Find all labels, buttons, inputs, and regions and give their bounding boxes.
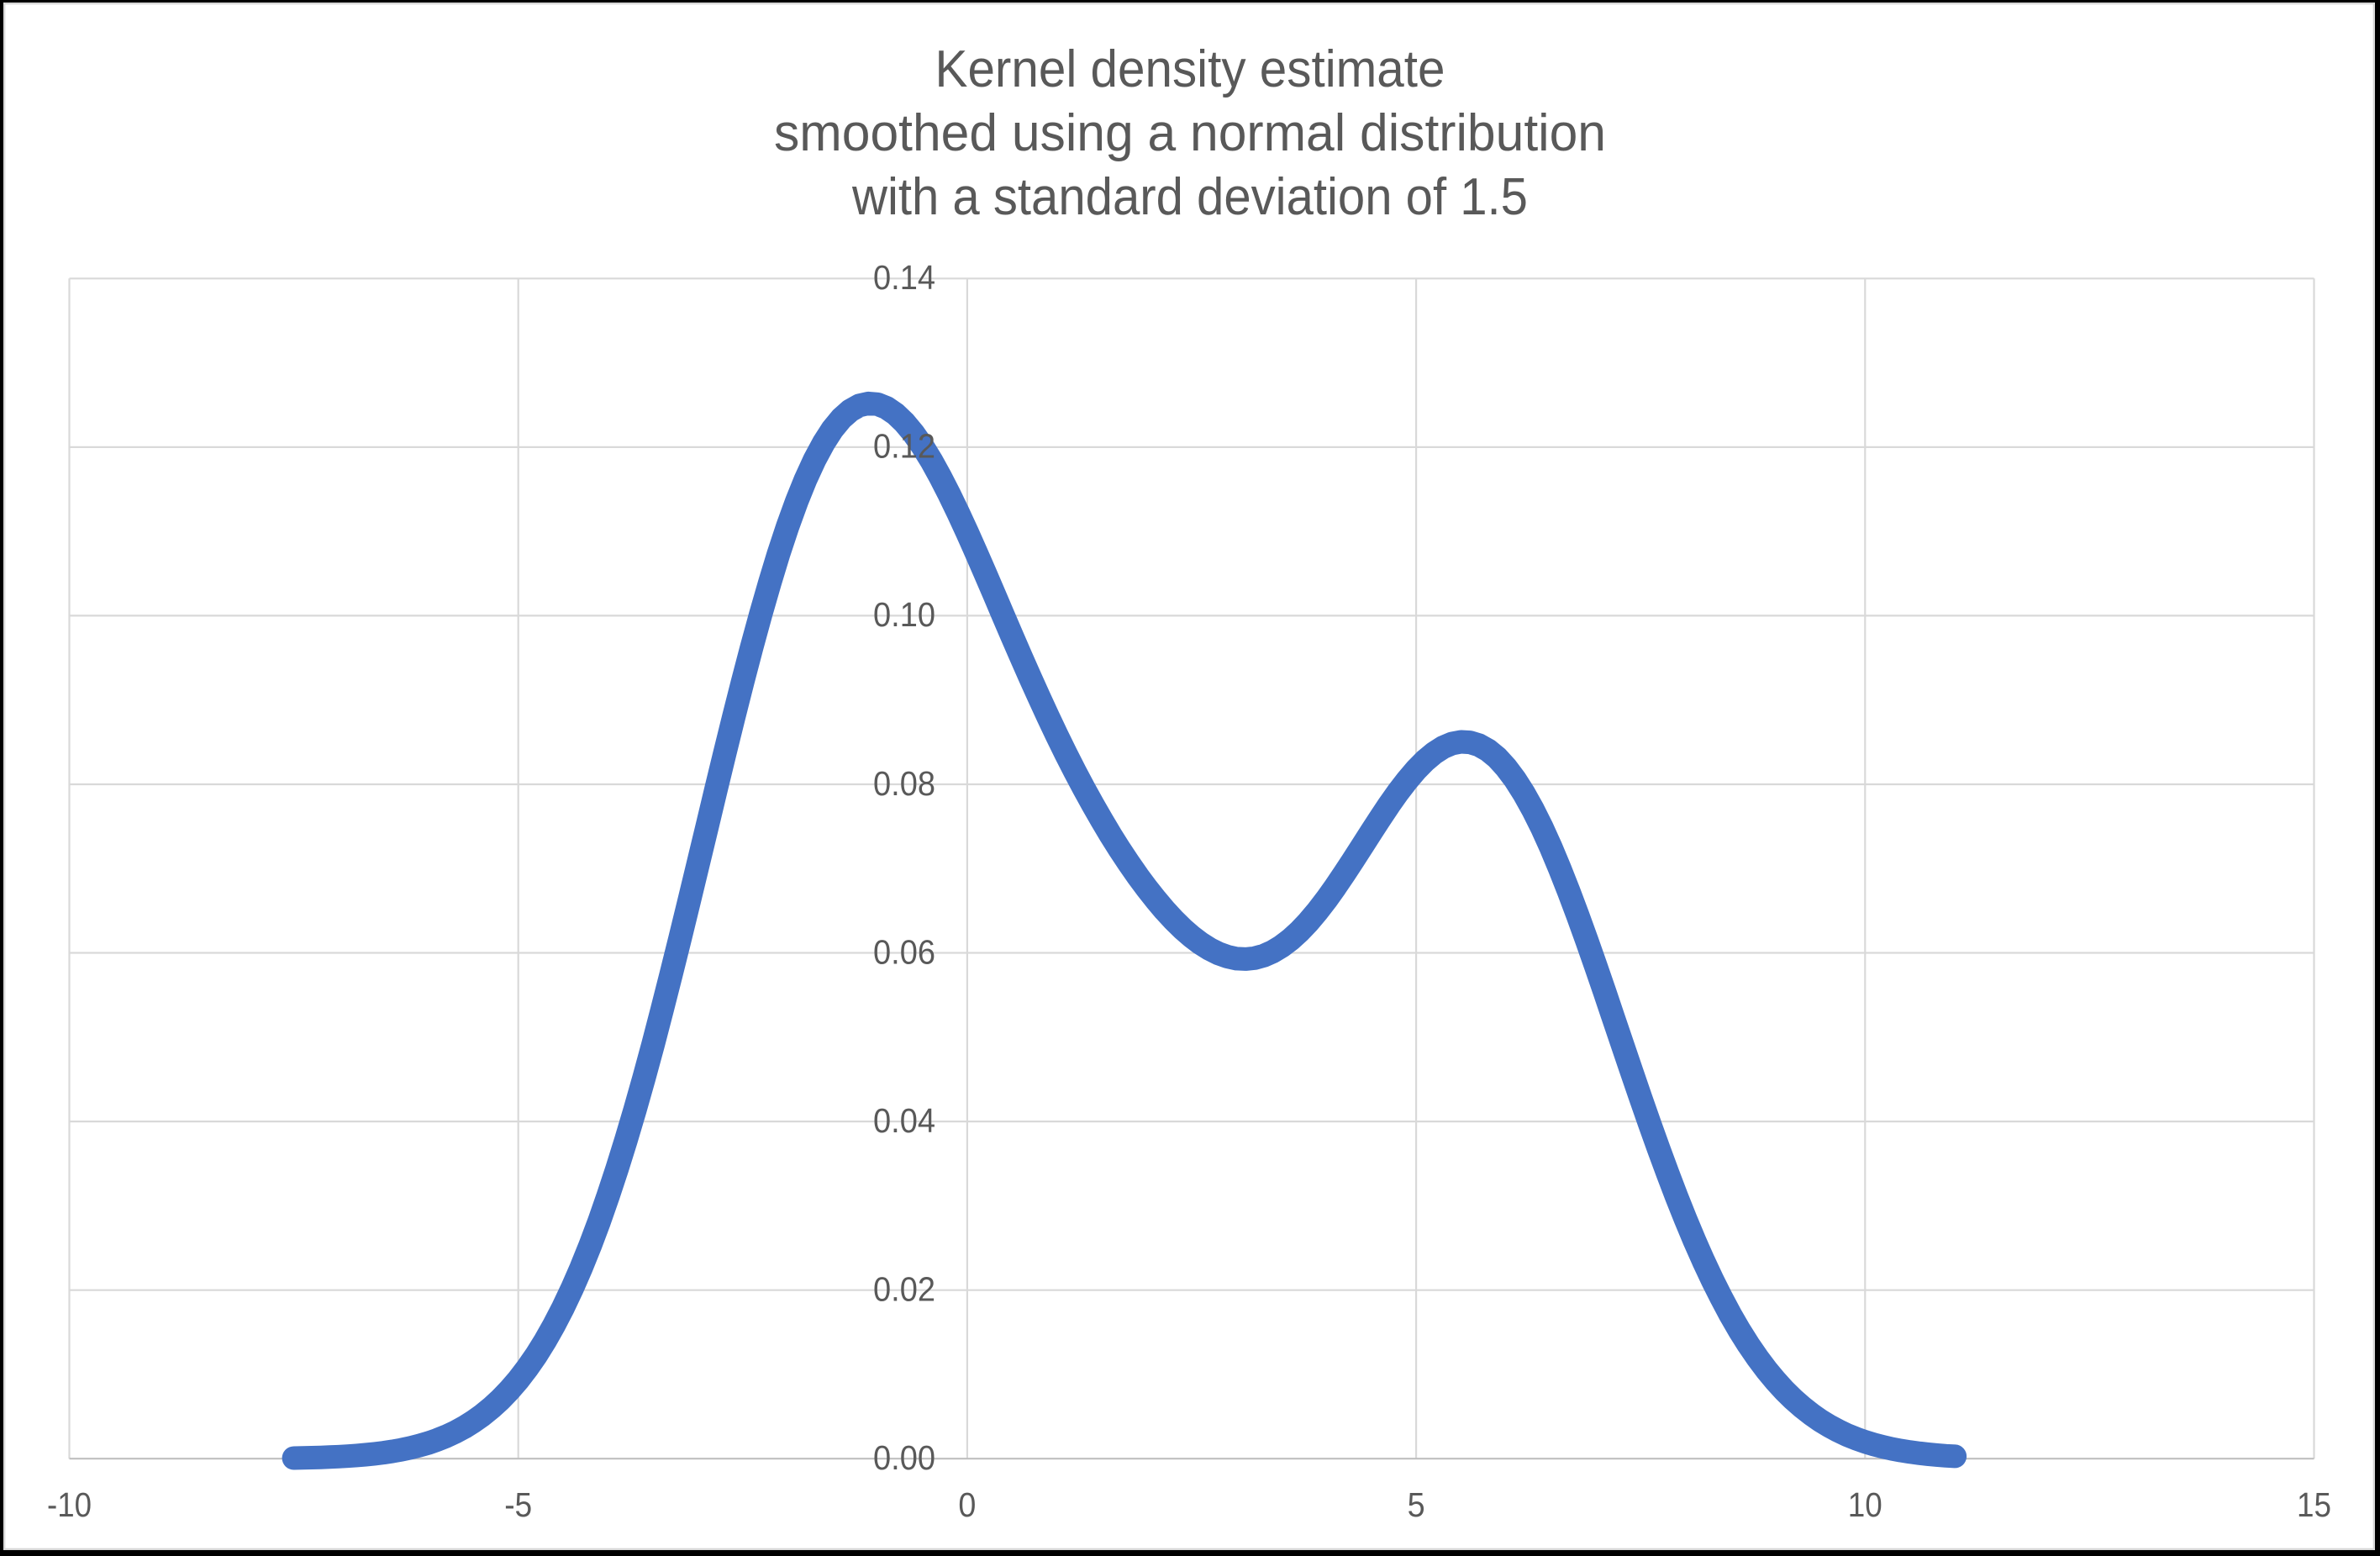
svg-text:-10: -10 [47, 1485, 92, 1524]
svg-text:0.14: 0.14 [873, 258, 935, 297]
svg-text:0.12: 0.12 [873, 427, 935, 466]
svg-text:0.04: 0.04 [873, 1101, 935, 1140]
svg-text:0.06: 0.06 [873, 932, 935, 971]
svg-text:10: 10 [1848, 1485, 1882, 1524]
svg-text:0.02: 0.02 [873, 1270, 935, 1309]
svg-text:smoothed using a normal distri: smoothed using a normal distribution [774, 104, 1606, 162]
svg-text:-5: -5 [504, 1485, 532, 1524]
svg-text:0.10: 0.10 [873, 595, 935, 634]
svg-text:with a standard deviation of 1: with a standard deviation of 1.5 [851, 168, 1528, 226]
svg-text:0.08: 0.08 [873, 764, 935, 803]
svg-text:Kernel density estimate: Kernel density estimate [935, 40, 1445, 98]
svg-text:0: 0 [958, 1485, 976, 1524]
svg-text:0.00: 0.00 [873, 1438, 935, 1477]
svg-text:15: 15 [2297, 1485, 2331, 1524]
svg-text:5: 5 [1408, 1485, 1425, 1524]
